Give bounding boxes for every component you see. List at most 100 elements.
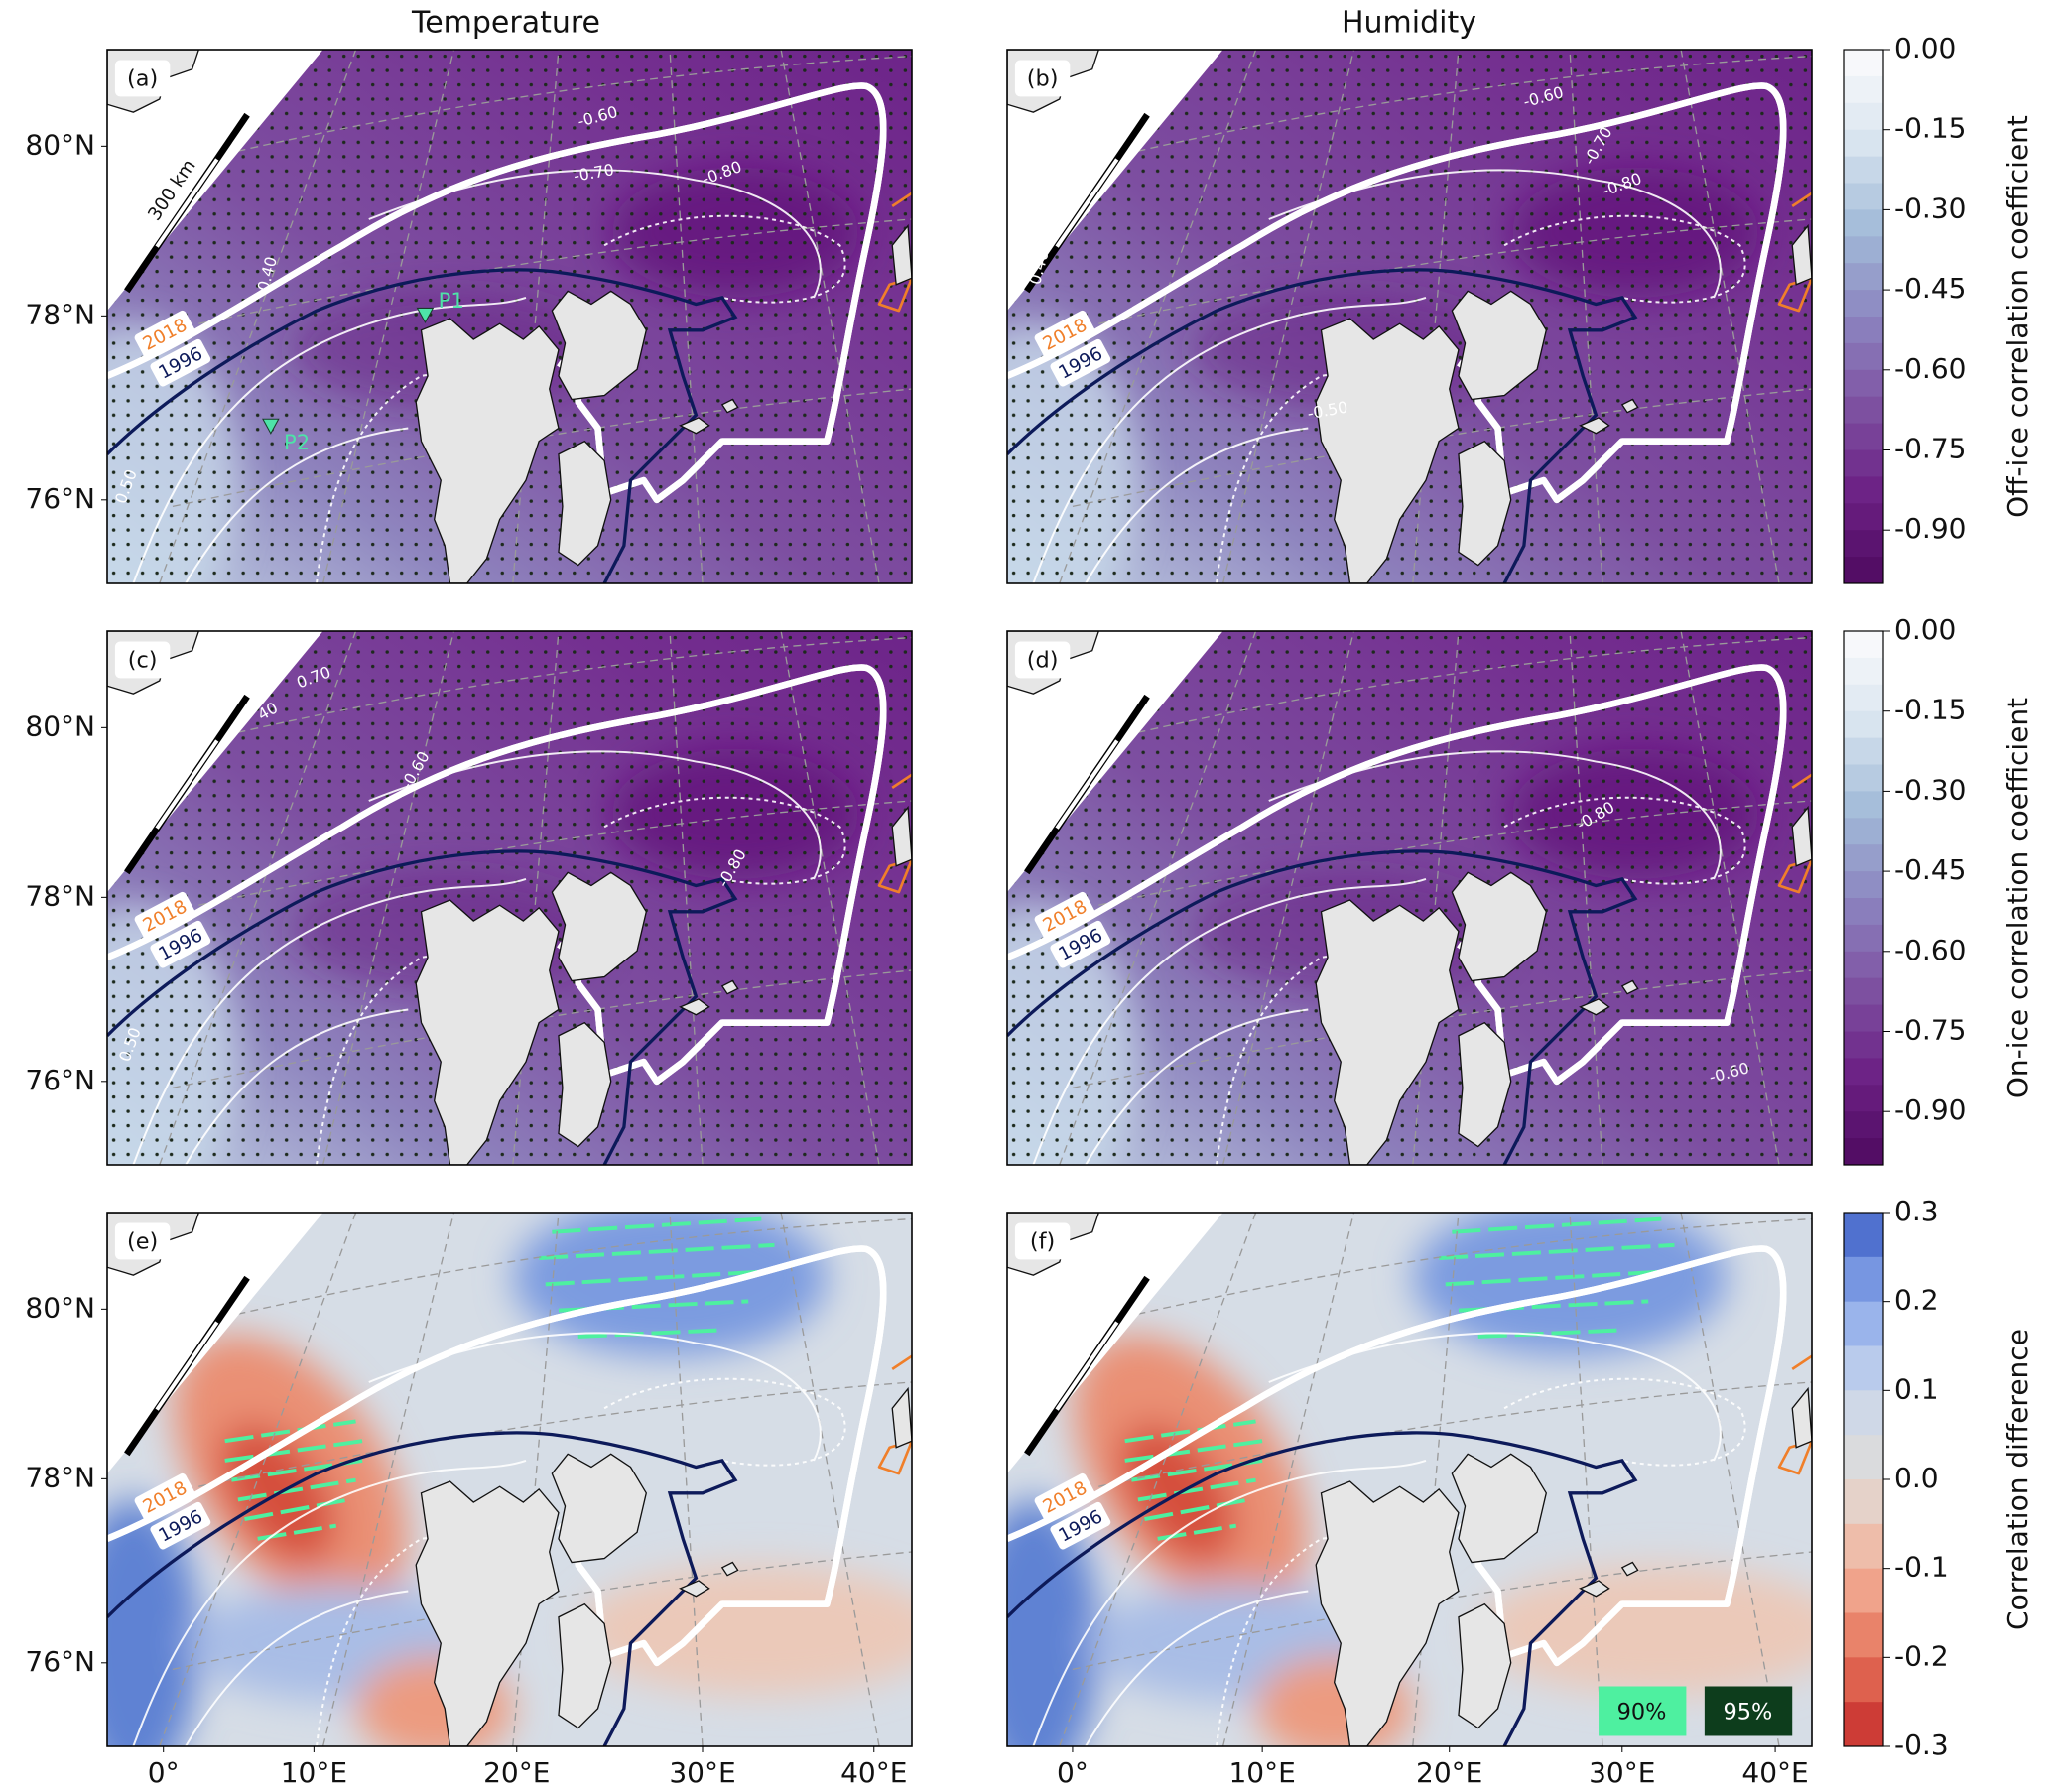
label-box bbox=[114, 1222, 171, 1260]
colorbar-band bbox=[1844, 236, 1883, 264]
lat-label: 80°N bbox=[25, 128, 95, 161]
colorbar-band bbox=[1844, 1657, 1883, 1703]
colorbar-band bbox=[1844, 102, 1883, 131]
lon-label: 30°E bbox=[1589, 1756, 1655, 1789]
panel-label: (f) bbox=[1030, 1229, 1055, 1255]
colorbar-tick-label: -0.3 bbox=[1894, 1728, 1949, 1761]
panel-frame bbox=[106, 630, 913, 1166]
colorbar-band bbox=[1844, 951, 1883, 979]
panel-label: (b) bbox=[1027, 66, 1059, 92]
colorbar-band bbox=[1844, 1213, 1883, 1258]
colorbar-tick-label: -0.15 bbox=[1894, 112, 1966, 145]
colorbar-band bbox=[1844, 1085, 1883, 1112]
colorbar-tick-label: 0.2 bbox=[1894, 1284, 1939, 1317]
lon-label: 40°E bbox=[840, 1756, 907, 1789]
colorbar-band bbox=[1844, 1345, 1883, 1391]
scale-bar-line bbox=[155, 1321, 219, 1411]
label-box bbox=[1034, 1472, 1095, 1521]
colorbar-band bbox=[1844, 75, 1883, 104]
colorbar-band bbox=[1844, 818, 1883, 845]
significance-label: 90% bbox=[1617, 1699, 1667, 1725]
colorbar-band bbox=[1844, 530, 1883, 558]
colorbar-tick-label: -0.75 bbox=[1894, 1014, 1966, 1047]
colorbar-band bbox=[1844, 557, 1883, 584]
lon-label: 30°E bbox=[669, 1756, 735, 1789]
lat-label: 80°N bbox=[25, 709, 95, 742]
colorbar-band bbox=[1844, 791, 1883, 819]
column-title: Temperature bbox=[411, 6, 600, 41]
colorbar-tick-label: -0.90 bbox=[1894, 512, 1966, 545]
label-box bbox=[1050, 1501, 1111, 1550]
colorbar-tick-label: 0.00 bbox=[1894, 32, 1956, 64]
colorbar-band bbox=[1844, 156, 1883, 184]
lat-label: 78°N bbox=[25, 879, 95, 912]
scale-bar bbox=[1024, 1275, 1150, 1457]
label-box bbox=[134, 891, 195, 940]
label-box bbox=[114, 60, 171, 97]
colorbar-band bbox=[1844, 290, 1883, 318]
colorbar-band bbox=[1844, 50, 1883, 77]
station-label: P1 bbox=[439, 288, 464, 313]
colorbar-band bbox=[1844, 129, 1883, 158]
colorbar-band bbox=[1844, 1256, 1883, 1303]
panel-label: (a) bbox=[127, 66, 158, 92]
panel-label: (c) bbox=[128, 648, 158, 674]
scale-bar bbox=[124, 694, 250, 875]
colorbar-band bbox=[1844, 1702, 1883, 1747]
colorbar-band bbox=[1844, 1612, 1883, 1658]
lat-label: 76°N bbox=[25, 1645, 95, 1678]
significance-box bbox=[1599, 1686, 1687, 1736]
colorbar-band bbox=[1844, 1111, 1883, 1139]
station-marker bbox=[416, 307, 435, 324]
colorbar-tick-label: -0.75 bbox=[1894, 433, 1966, 465]
label-box bbox=[150, 1501, 211, 1550]
colorbar-band bbox=[1844, 657, 1883, 686]
label-box bbox=[150, 338, 211, 387]
colorbar-band bbox=[1844, 183, 1883, 210]
label-box bbox=[1050, 338, 1111, 387]
lon-label: 20°E bbox=[483, 1756, 550, 1789]
significance-label: 95% bbox=[1723, 1699, 1772, 1725]
lon-label: 0° bbox=[1057, 1756, 1089, 1789]
colorbar-band bbox=[1844, 1301, 1883, 1346]
scale-bar-line bbox=[1055, 739, 1119, 830]
colorbar-band bbox=[1844, 369, 1883, 398]
colorbar-tick-label: -0.2 bbox=[1894, 1639, 1949, 1672]
scale-bar-line bbox=[1055, 1321, 1119, 1411]
panel-label: (e) bbox=[127, 1229, 158, 1255]
label-box bbox=[1014, 60, 1071, 97]
colorbar-tick-label: 0.3 bbox=[1894, 1195, 1939, 1227]
lat-label: 76°N bbox=[25, 482, 95, 515]
colorbar-band bbox=[1844, 1058, 1883, 1086]
scale-bar-line bbox=[155, 739, 219, 830]
panel-frame bbox=[1006, 49, 1813, 584]
colorbar-band bbox=[1844, 684, 1883, 712]
station-label: P2 bbox=[284, 430, 310, 454]
colorbar-band bbox=[1844, 898, 1883, 926]
scale-bar bbox=[1024, 694, 1150, 875]
colorbar-tick-label: -0.45 bbox=[1894, 272, 1966, 305]
station-marker bbox=[262, 418, 280, 435]
colorbar-label: Off-ice correlation coefficient bbox=[2001, 115, 2034, 518]
panel-frame bbox=[1006, 1212, 1813, 1747]
colorbar-tick-label: -0.15 bbox=[1894, 694, 1966, 726]
colorbar-band bbox=[1844, 871, 1883, 899]
colorbar-band bbox=[1844, 1479, 1883, 1525]
colorbar-band bbox=[1844, 1138, 1883, 1166]
label-box bbox=[150, 920, 211, 968]
colorbar-band bbox=[1844, 631, 1883, 659]
colorbar-band bbox=[1844, 209, 1883, 237]
colorbar-band bbox=[1844, 844, 1883, 872]
colorbar-band bbox=[1844, 977, 1883, 1006]
scale-bar bbox=[1024, 112, 1150, 294]
colorbar-label: Correlation difference bbox=[2001, 1329, 2034, 1630]
panel-frame bbox=[106, 1212, 913, 1747]
label-box bbox=[1034, 310, 1095, 358]
